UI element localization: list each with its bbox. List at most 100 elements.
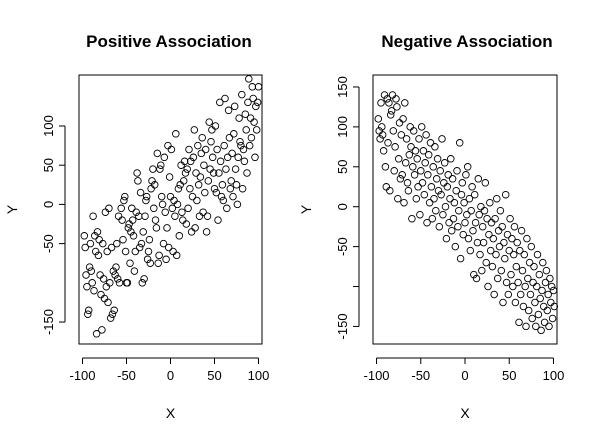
- data-point: [179, 216, 187, 224]
- data-point: [212, 188, 221, 197]
- panel-1: Positive Association -100 -50 0 50 100 -150 -50…: [4, 32, 269, 421]
- data-point: [471, 218, 480, 227]
- data-point: [399, 115, 407, 123]
- data-point: [467, 206, 475, 215]
- data-point: [404, 186, 413, 195]
- data-point: [501, 254, 509, 263]
- panel-1-y-tick-label: -150: [41, 309, 56, 335]
- data-point: [210, 184, 219, 193]
- panel-1-title: Positive Association: [86, 32, 252, 51]
- data-point: [163, 224, 171, 232]
- data-point: [232, 181, 241, 189]
- data-point: [194, 141, 202, 150]
- data-point: [457, 190, 466, 199]
- data-point: [381, 163, 390, 171]
- data-point: [162, 255, 170, 264]
- data-point: [380, 91, 389, 99]
- data-point: [84, 306, 93, 315]
- data-point: [186, 157, 195, 166]
- data-point: [388, 91, 397, 99]
- panel-1-y-tick-label: 50: [41, 158, 56, 172]
- data-point: [158, 200, 167, 209]
- data-point: [515, 318, 523, 327]
- data-point: [475, 210, 483, 219]
- data-point: [203, 212, 212, 220]
- data-point: [409, 163, 417, 171]
- data-point: [228, 149, 236, 158]
- panel-2-x-axis-title: X: [460, 405, 470, 421]
- data-point: [216, 157, 225, 166]
- data-point: [126, 259, 134, 267]
- data-point: [134, 177, 142, 185]
- data-point: [109, 267, 118, 275]
- data-point: [508, 234, 516, 243]
- data-point: [153, 149, 162, 158]
- data-point: [433, 155, 442, 163]
- data-point: [96, 271, 104, 279]
- data-point: [250, 118, 258, 126]
- data-point: [236, 137, 244, 146]
- data-point: [174, 184, 183, 193]
- data-point: [245, 141, 254, 150]
- data-point: [421, 159, 429, 167]
- data-point: [237, 141, 245, 150]
- data-point: [121, 192, 129, 201]
- data-point: [137, 239, 146, 248]
- data-point: [224, 106, 233, 115]
- data-point: [419, 147, 428, 155]
- panel-2-y-tick-label: -150: [335, 313, 350, 339]
- panel-1-x-axis-title: X: [166, 405, 176, 421]
- data-point: [528, 314, 536, 323]
- data-point: [450, 198, 459, 207]
- data-point: [221, 94, 229, 103]
- data-point: [150, 181, 159, 189]
- data-point: [99, 275, 108, 283]
- data-point: [545, 322, 553, 331]
- data-point: [412, 194, 421, 203]
- data-point: [520, 250, 529, 259]
- panel-2-x-tick-label: -100: [364, 368, 390, 383]
- data-point: [242, 126, 250, 134]
- data-point: [124, 224, 133, 232]
- data-point: [441, 202, 450, 211]
- data-point: [253, 98, 262, 107]
- panel-1-points: [80, 75, 263, 338]
- data-point: [93, 228, 102, 236]
- data-point: [125, 220, 133, 228]
- data-point: [177, 161, 185, 169]
- data-point: [226, 184, 235, 193]
- data-point: [425, 198, 434, 207]
- data-point: [219, 196, 228, 205]
- data-point: [502, 278, 511, 287]
- data-point: [105, 204, 113, 213]
- data-point: [254, 83, 263, 91]
- data-point: [394, 155, 403, 163]
- data-point: [94, 251, 103, 260]
- data-point: [192, 169, 200, 177]
- data-point: [182, 220, 191, 228]
- data-point: [127, 228, 135, 236]
- data-point: [503, 230, 512, 239]
- data-point: [464, 234, 473, 243]
- data-point: [424, 151, 433, 159]
- data-point: [437, 190, 445, 199]
- panel-1-plot-frame: [78, 74, 263, 345]
- data-point: [534, 310, 543, 319]
- data-point: [201, 188, 209, 197]
- data-point: [446, 194, 454, 203]
- data-point: [246, 114, 255, 122]
- data-point: [486, 246, 495, 255]
- data-point: [248, 83, 257, 91]
- data-point: [92, 330, 101, 338]
- data-point: [385, 99, 393, 107]
- data-point: [394, 194, 402, 203]
- data-point: [100, 294, 109, 303]
- data-point: [538, 286, 546, 295]
- data-point: [438, 135, 446, 143]
- data-point: [458, 179, 467, 187]
- data-point: [519, 302, 528, 311]
- data-point: [173, 200, 182, 209]
- data-point: [106, 314, 115, 322]
- data-point: [485, 230, 493, 239]
- data-point: [179, 177, 188, 185]
